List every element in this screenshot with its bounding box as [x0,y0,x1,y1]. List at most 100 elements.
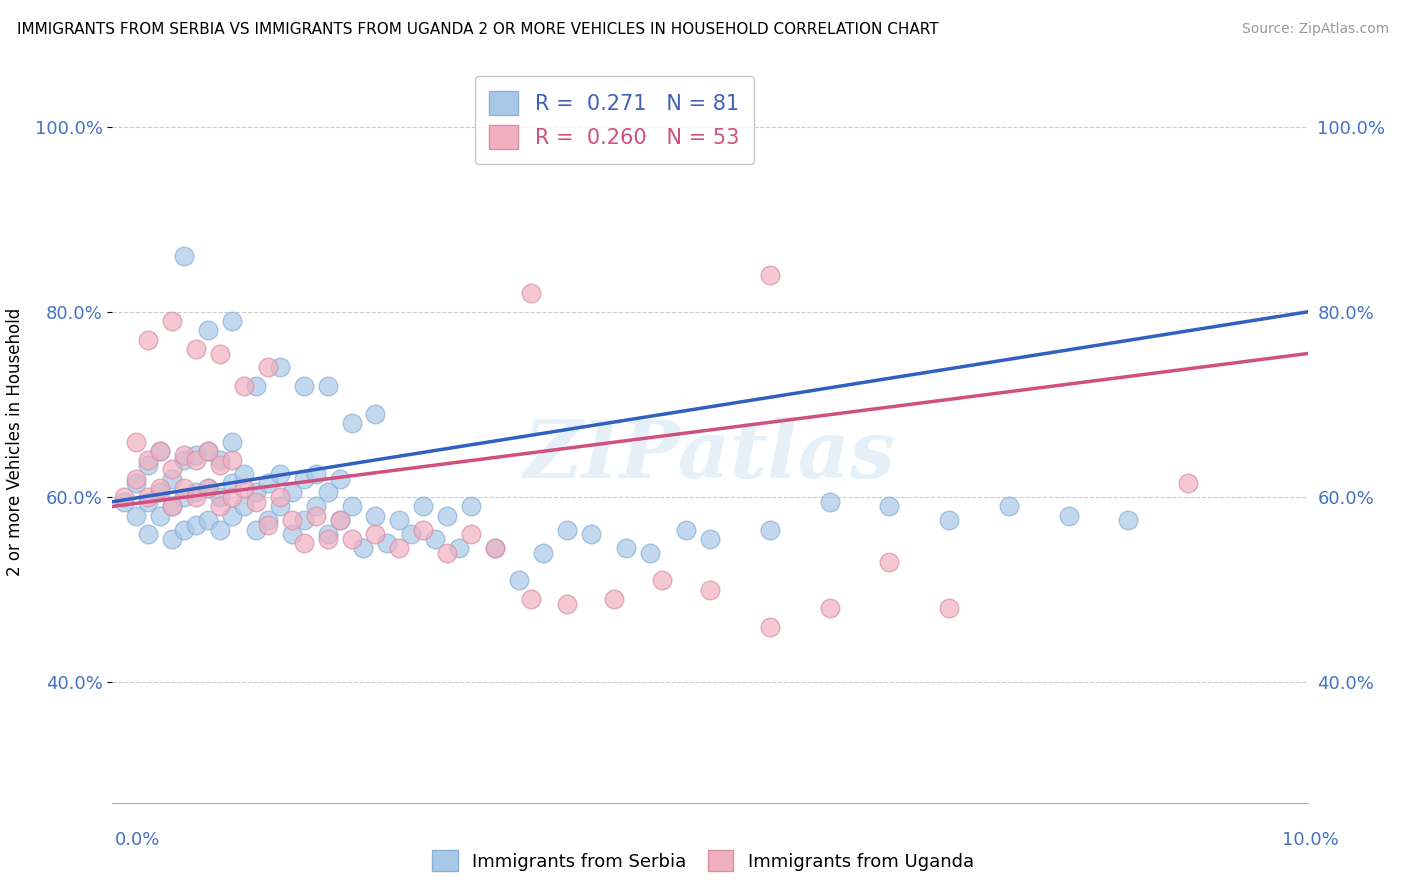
Point [197,443,219,458]
Point [197,323,219,337]
Point [269,500,291,514]
Point [233,379,256,393]
Point [162,500,183,514]
Text: 10.0%: 10.0% [1282,831,1339,849]
Point [316,532,339,546]
Text: ZIPatlas: ZIPatlas [524,417,896,495]
Point [221,490,243,504]
Point [340,416,363,430]
Point [377,536,399,550]
Point [162,532,183,546]
Point [257,476,280,491]
Point [460,527,482,541]
Point [197,443,219,458]
Point [186,453,208,467]
Point [759,268,782,282]
Point [879,555,901,569]
Point [269,360,291,375]
Point [603,592,626,607]
Point [149,481,172,495]
Point [162,462,183,476]
Point [675,523,697,537]
Point [209,490,232,504]
Point [1057,508,1080,523]
Point [233,481,256,495]
Point [114,490,135,504]
Point [484,541,506,555]
Point [305,508,328,523]
Point [818,601,841,615]
Point [425,532,447,546]
Point [173,490,195,504]
Point [364,508,387,523]
Point [364,407,387,421]
Point [186,449,208,463]
Point [759,620,782,634]
Point [329,513,352,527]
Point [245,379,267,393]
Point [209,346,232,360]
Point [579,527,602,541]
Point [138,494,160,508]
Point [412,500,434,514]
Point [269,467,291,481]
Text: Source: ZipAtlas.com: Source: ZipAtlas.com [1241,22,1389,37]
Point [173,249,195,263]
Point [257,513,280,527]
Point [221,314,243,328]
Point [281,527,304,541]
Point [520,592,543,607]
Point [316,527,339,541]
Point [938,601,960,615]
Legend: R =  0.271   N = 81, R =  0.260   N = 53: R = 0.271 N = 81, R = 0.260 N = 53 [475,76,754,164]
Point [186,342,208,356]
Point [162,314,183,328]
Point [998,500,1021,514]
Text: IMMIGRANTS FROM SERBIA VS IMMIGRANTS FROM UGANDA 2 OR MORE VEHICLES IN HOUSEHOLD: IMMIGRANTS FROM SERBIA VS IMMIGRANTS FRO… [17,22,938,37]
Point [759,523,782,537]
Point [340,500,363,514]
Point [292,379,315,393]
Point [364,527,387,541]
Point [162,472,183,486]
Point [149,508,172,523]
Point [245,523,267,537]
Point [305,500,328,514]
Point [221,453,243,467]
Point [209,500,232,514]
Point [449,541,471,555]
Point [520,286,543,301]
Point [305,467,328,481]
Point [149,443,172,458]
Point [1118,513,1140,527]
Point [460,500,482,514]
Point [938,513,960,527]
Point [173,453,195,467]
Point [245,494,267,508]
Point [173,481,195,495]
Point [555,597,578,611]
Point [484,541,506,555]
Point [186,490,208,504]
Point [401,527,423,541]
Point [651,574,673,588]
Point [508,574,530,588]
Point [329,472,352,486]
Point [197,513,219,527]
Point [388,541,411,555]
Point [125,476,148,491]
Point [531,546,554,560]
Point [555,523,578,537]
Point [186,517,208,532]
Point [149,443,172,458]
Point [269,490,291,504]
Point [412,523,434,537]
Point [233,467,256,481]
Point [114,494,135,508]
Point [353,541,375,555]
Point [436,508,458,523]
Point [818,494,841,508]
Point [233,500,256,514]
Point [162,500,183,514]
Point [1177,476,1199,491]
